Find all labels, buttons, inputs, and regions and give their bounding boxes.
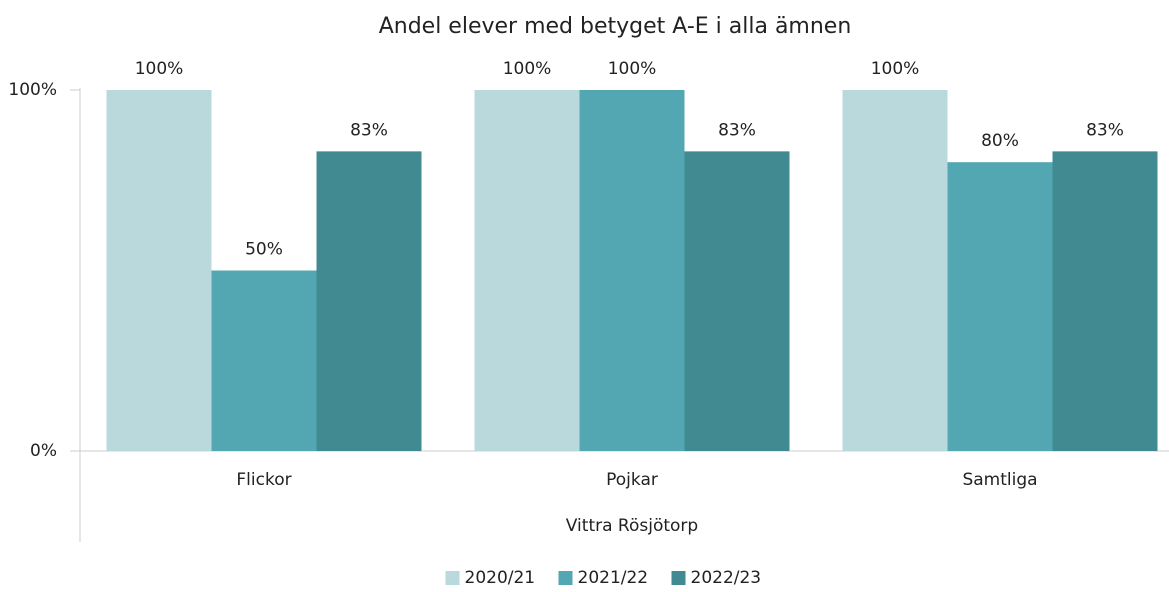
data-label: 50% (245, 240, 283, 260)
data-label: 100% (608, 59, 657, 79)
bar (579, 90, 685, 451)
legend-swatch (671, 571, 686, 585)
bar (1052, 151, 1158, 451)
x-tick-label: Flickor (236, 470, 291, 490)
data-label: 83% (350, 120, 388, 140)
bar (211, 270, 317, 451)
y-tick-label: 100% (8, 80, 57, 100)
legend-label: 2020/21 (465, 568, 536, 588)
x-axis-title: Vittra Rösjötorp (566, 516, 698, 536)
bar (106, 90, 212, 451)
data-label: 83% (1086, 120, 1124, 140)
chart-title: Andel elever med betyget A-E i alla ämne… (379, 14, 852, 39)
data-label: 100% (135, 59, 184, 79)
bar (842, 90, 948, 451)
bar (684, 151, 790, 451)
x-tick-label: Pojkar (606, 470, 658, 490)
data-label: 100% (503, 59, 552, 79)
bar (316, 151, 422, 451)
legend-swatch (445, 571, 460, 585)
bar (947, 162, 1053, 451)
bar (474, 90, 580, 451)
data-label: 80% (981, 131, 1019, 151)
legend-label: 2022/23 (691, 568, 762, 588)
y-tick-label: 0% (30, 441, 57, 461)
x-tick-label: Samtliga (962, 470, 1037, 490)
data-label: 83% (718, 120, 756, 140)
data-label: 100% (871, 59, 920, 79)
legend-swatch (558, 571, 573, 585)
legend-label: 2021/22 (578, 568, 649, 588)
